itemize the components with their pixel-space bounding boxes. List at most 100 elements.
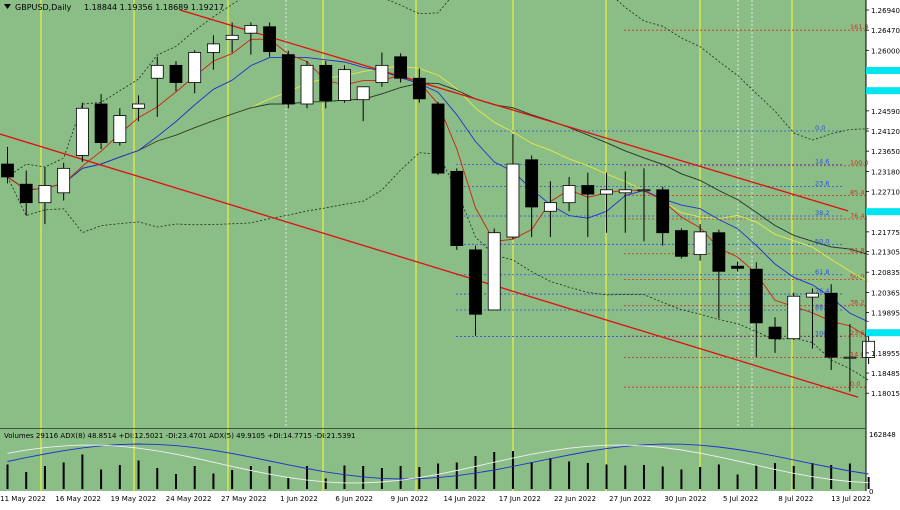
- price-tick-label: 1.20365: [871, 289, 900, 297]
- candle-body: [150, 64, 164, 79]
- price-tick-label: 1.26940: [871, 7, 900, 15]
- candle-body: [600, 189, 613, 195]
- date-tick-label: 22 Jun 2022: [554, 495, 596, 503]
- candle-body: [75, 107, 89, 156]
- candle-body: [543, 202, 557, 212]
- fib-blue-label: 88.4: [815, 303, 829, 311]
- adx-white-line: [7, 444, 869, 484]
- bollinger-upper: [7, 0, 869, 178]
- candle-body: [225, 34, 239, 41]
- candle-body: [768, 326, 782, 340]
- price-tick-label: 1.26470: [871, 27, 900, 35]
- candle-body: [656, 189, 670, 234]
- fib-red-label: 0.0: [850, 380, 860, 388]
- candlesticks: [1, 22, 876, 392]
- candle-body: [843, 356, 857, 359]
- date-tick-label: 14 Jun 2022: [444, 495, 486, 503]
- date-tick-label: 16 May 2022: [55, 495, 101, 503]
- channel-upper-line: [179, 9, 849, 212]
- price-highlight-badge: [866, 87, 900, 95]
- fib-red-label: 14.6: [850, 351, 864, 359]
- fib-red-label: 100.0: [850, 159, 869, 167]
- adx-blue-line: [7, 443, 869, 480]
- fib-red-label: 23.6: [850, 329, 864, 337]
- candle-body: [169, 64, 183, 83]
- price-tick-label: 1.23180: [871, 168, 900, 176]
- chart-ohlc-readout: 1.18844 1.19356 1.18689 1.19217: [84, 3, 224, 12]
- candle-body: [319, 64, 333, 101]
- fib-red-label: 76.4: [850, 212, 864, 220]
- indicator-panel: [0, 429, 866, 491]
- main-panel: [0, 0, 866, 428]
- candle-body: [375, 64, 389, 83]
- price-highlight-badge: [866, 329, 900, 337]
- candle-body: [525, 159, 539, 208]
- fib-blue-label: 100.0: [815, 330, 834, 338]
- fib-blue-label: 61.8: [815, 268, 829, 276]
- symbol-triangle-icon: [4, 4, 11, 9]
- price-axis-area: [866, 0, 900, 506]
- price-tick-label: 1.18485: [871, 370, 900, 378]
- candle-body: [450, 170, 464, 246]
- fib-red-label: 61.8: [850, 247, 864, 255]
- date-tick-label: 6 Jun 2022: [335, 495, 373, 503]
- price-highlight-badge: [866, 208, 900, 216]
- fib-blue-label: 23.6: [815, 179, 829, 187]
- date-tick-label: 27 Jun 2022: [609, 495, 651, 503]
- date-tick-label: 8 Jul 2022: [778, 495, 813, 503]
- candle-body: [637, 189, 651, 192]
- price-tick-label: 1.24590: [871, 108, 900, 116]
- price-tick-label: 1.26000: [871, 47, 900, 55]
- candle-body: [263, 26, 276, 53]
- candle-body: [356, 86, 370, 101]
- date-tick-label: 17 Jun 2022: [499, 495, 541, 503]
- price-axis: 1.269401.264701.260001.255301.250601.245…: [865, 0, 900, 491]
- date-tick-label: 5 Jul 2022: [723, 495, 758, 503]
- candle-body: [281, 54, 295, 105]
- price-tick-label: 1.21305: [871, 249, 900, 257]
- price-tick-label: 1.21775: [871, 229, 900, 237]
- price-highlight-badge: [866, 67, 900, 75]
- price-tick-label: 1.24120: [871, 128, 900, 136]
- channel-lower-line: [0, 133, 859, 398]
- chart-symbol-title: GBPUSD,Daily: [15, 3, 72, 12]
- date-tick-label: 11 May 2022: [0, 495, 46, 503]
- fib-blue-label: 14.6: [815, 157, 829, 165]
- date-tick-label: 27 May 2022: [221, 495, 267, 503]
- date-tick-label: 13 Jul 2022: [831, 495, 871, 503]
- date-tick-label: 19 May 2022: [111, 495, 157, 503]
- date-tick-label: 24 May 2022: [166, 495, 212, 503]
- volume-axis-zero: 0: [869, 488, 873, 496]
- indicator-header: Volumes 29116 ADX(8) 48.8514 +DI:12.5021…: [4, 432, 355, 440]
- candle-body: [188, 52, 202, 83]
- candle-body: [806, 292, 819, 298]
- candle-body: [749, 268, 763, 324]
- candle-body: [300, 64, 314, 105]
- ma-blue: [7, 57, 869, 323]
- candle-body: [618, 189, 632, 194]
- candle-body: [1, 163, 14, 178]
- candle-body: [487, 232, 501, 311]
- date-tick-label: 9 Jun 2022: [391, 495, 429, 503]
- fib-blue-label: 38.2: [815, 209, 829, 217]
- price-tick-label: 1.18955: [871, 350, 900, 358]
- candle-body: [431, 103, 445, 174]
- fib-red-label: 38.2: [850, 299, 864, 307]
- price-tick-label: 1.18015: [871, 390, 900, 398]
- price-tick-label: 1.19895: [871, 310, 900, 318]
- candle-body: [562, 185, 576, 204]
- volume-axis-max: 162848: [869, 431, 896, 439]
- volume-adx-indicator: [6, 443, 870, 489]
- candle-body: [506, 163, 520, 238]
- price-tick-label: 1.22710: [871, 189, 900, 197]
- fib-blue-label: 50.0: [815, 237, 829, 245]
- candle-body: [693, 231, 707, 256]
- date-tick-label: 1 Jun 2022: [280, 495, 318, 503]
- candle-body: [824, 292, 838, 358]
- candle-body: [19, 183, 33, 204]
- red-channel: [0, 9, 859, 398]
- fib-red-label: 85.4: [850, 188, 864, 196]
- fib-blue-label: 0.0: [815, 124, 825, 132]
- price-tick-label: 1.23650: [871, 148, 900, 156]
